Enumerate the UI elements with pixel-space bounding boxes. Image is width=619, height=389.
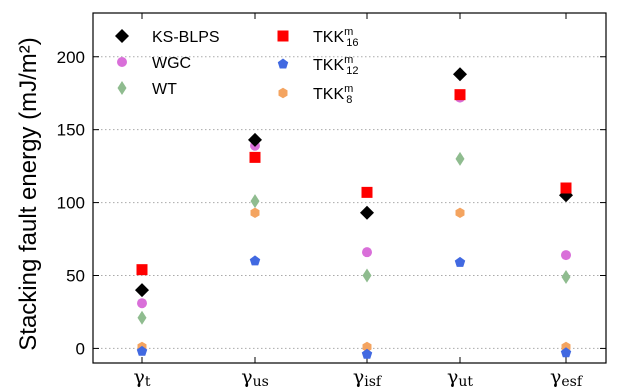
x-tick-label: γut (447, 366, 473, 389)
data-points (135, 67, 573, 359)
data-point (454, 89, 466, 101)
legend-label: TKKm 8 (313, 83, 353, 106)
plot-frame (92, 12, 607, 364)
y-tick-label: 0 (76, 339, 85, 358)
x-tick-label: γesf (550, 366, 584, 389)
data-point (136, 264, 148, 276)
x-tick-label: γt (134, 366, 151, 389)
y-axis-ticks: 0 50 100 150 200 (57, 48, 606, 358)
data-point (455, 207, 465, 218)
data-point (248, 132, 262, 147)
y-tick-label: 200 (57, 48, 85, 67)
data-point (249, 255, 261, 266)
legend-marker (117, 81, 127, 95)
data-point (455, 151, 465, 166)
data-point (250, 207, 260, 218)
x-tick-label: γisf (353, 366, 383, 389)
legend-label: KS-BLPS (152, 29, 220, 46)
data-point (135, 283, 149, 298)
x-tick-label: γus (241, 366, 269, 389)
data-point (137, 298, 147, 309)
data-point (560, 347, 572, 358)
data-point (137, 310, 147, 325)
y-axis-label: Stacking fault energy (mJ/m²) (15, 37, 42, 350)
x-axis-ticks: γt γus γisf γut γesf (134, 13, 584, 389)
legend-marker (277, 58, 289, 69)
data-point (361, 348, 373, 359)
y-tick-label: 150 (57, 121, 85, 140)
data-point (361, 186, 373, 198)
legend: KS-BLPS WGC WT TKKm 16 TKKm 12 TKKm 8 (115, 26, 359, 106)
legend-marker (277, 30, 289, 42)
data-point (561, 269, 571, 284)
data-point (250, 194, 260, 209)
legend-marker (278, 87, 288, 99)
data-point (561, 250, 571, 261)
data-point (249, 151, 261, 163)
legend-marker (117, 57, 127, 67)
y-tick-label: 50 (66, 267, 85, 286)
data-point (362, 268, 372, 283)
legend-label: WGC (152, 55, 191, 72)
data-point (454, 256, 466, 267)
data-point (136, 345, 148, 356)
data-point (560, 182, 572, 194)
y-tick-label: 100 (57, 194, 85, 213)
data-point (360, 205, 374, 220)
legend-label: WT (152, 81, 177, 98)
data-point (362, 341, 372, 353)
data-point (453, 67, 467, 82)
legend-marker (115, 29, 129, 43)
legend-label: TKKm 16 (313, 26, 359, 49)
legend-label: TKKm 12 (313, 54, 359, 77)
data-point (362, 247, 372, 258)
grid-lines (93, 56, 606, 349)
